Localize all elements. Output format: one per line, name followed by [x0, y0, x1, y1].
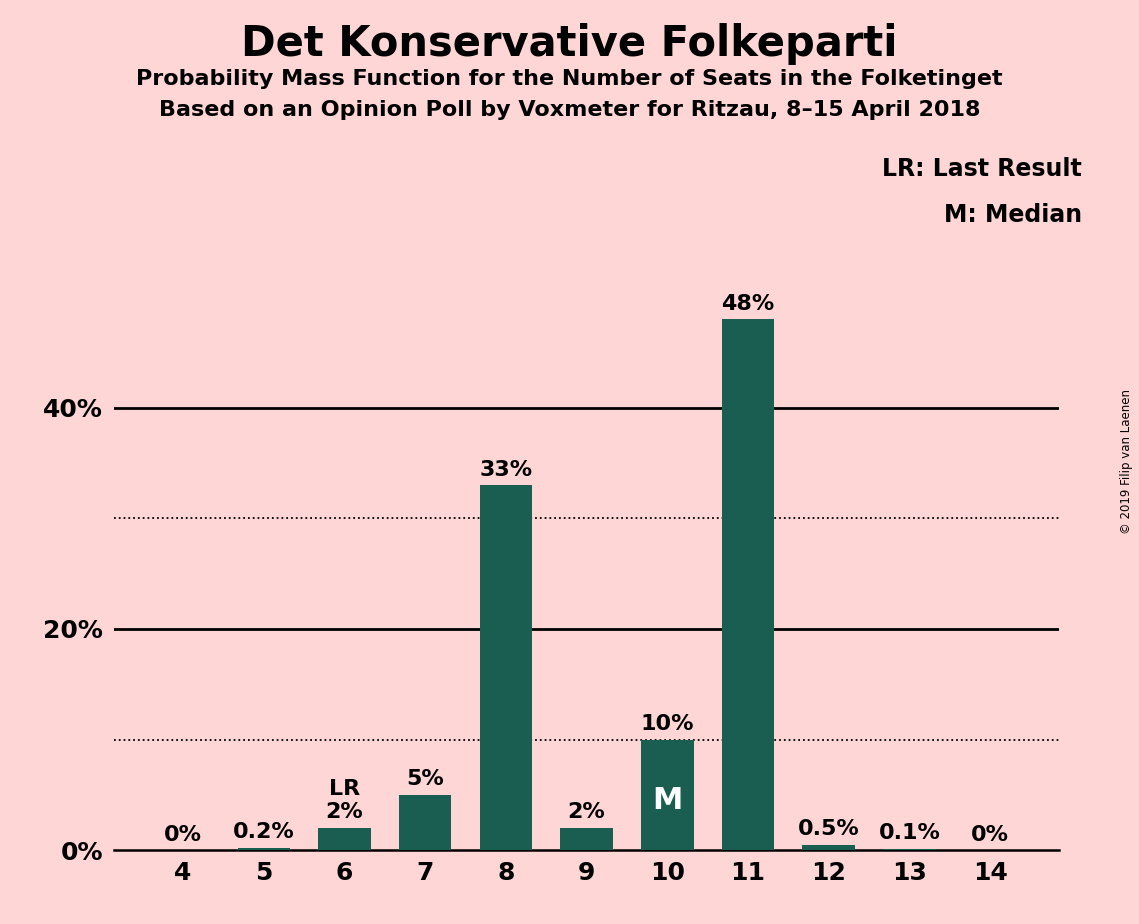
- Bar: [318, 828, 370, 850]
- Bar: [722, 320, 775, 850]
- Bar: [803, 845, 855, 850]
- Text: 0.2%: 0.2%: [232, 822, 295, 843]
- Text: 0.1%: 0.1%: [878, 823, 941, 844]
- Text: Probability Mass Function for the Number of Seats in the Folketinget: Probability Mass Function for the Number…: [137, 69, 1002, 90]
- Text: 2%: 2%: [567, 802, 606, 822]
- Text: LR
2%: LR 2%: [326, 779, 363, 822]
- Text: M: M: [653, 785, 682, 815]
- Bar: [399, 795, 451, 850]
- Bar: [560, 828, 613, 850]
- Bar: [883, 849, 935, 850]
- Text: Det Konservative Folkeparti: Det Konservative Folkeparti: [241, 23, 898, 65]
- Text: 5%: 5%: [407, 770, 444, 789]
- Bar: [641, 739, 694, 850]
- Text: M: Median: M: Median: [944, 203, 1082, 227]
- Text: 0%: 0%: [972, 824, 1009, 845]
- Text: LR: Last Result: LR: Last Result: [883, 157, 1082, 181]
- Bar: [480, 485, 532, 850]
- Text: 10%: 10%: [640, 714, 694, 734]
- Text: 0.5%: 0.5%: [797, 819, 860, 839]
- Text: 0%: 0%: [164, 824, 202, 845]
- Text: © 2019 Filip van Laenen: © 2019 Filip van Laenen: [1121, 390, 1133, 534]
- Bar: [238, 848, 290, 850]
- Text: 48%: 48%: [721, 294, 775, 314]
- Text: Based on an Opinion Poll by Voxmeter for Ritzau, 8–15 April 2018: Based on an Opinion Poll by Voxmeter for…: [158, 100, 981, 120]
- Text: 33%: 33%: [480, 460, 532, 480]
